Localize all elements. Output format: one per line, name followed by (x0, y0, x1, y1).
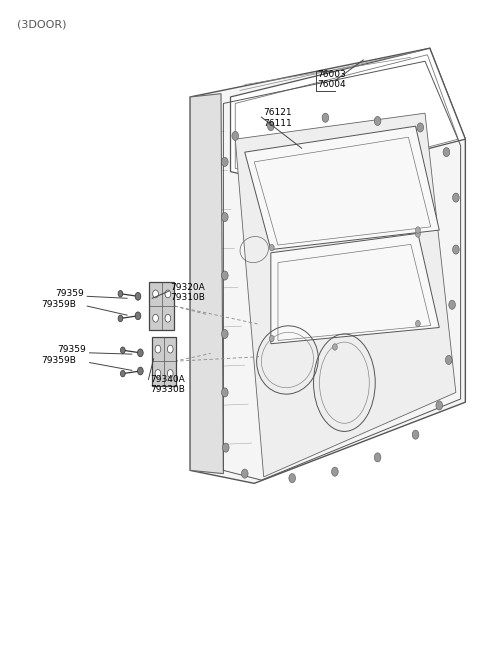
Circle shape (417, 123, 424, 132)
Circle shape (436, 401, 443, 410)
Circle shape (118, 315, 123, 322)
Circle shape (221, 271, 228, 280)
Circle shape (221, 329, 228, 339)
Circle shape (412, 430, 419, 440)
Circle shape (416, 227, 420, 233)
Circle shape (120, 370, 125, 377)
FancyBboxPatch shape (149, 282, 174, 330)
Circle shape (137, 367, 143, 375)
Circle shape (135, 292, 141, 300)
Circle shape (165, 314, 171, 322)
Polygon shape (271, 233, 439, 344)
Circle shape (453, 193, 459, 202)
Text: 79359: 79359 (55, 289, 84, 297)
Circle shape (155, 345, 161, 353)
Text: 76004: 76004 (317, 80, 346, 89)
Circle shape (221, 213, 228, 221)
Circle shape (221, 157, 228, 166)
Polygon shape (230, 48, 466, 185)
Text: 76111: 76111 (263, 119, 291, 128)
Circle shape (416, 231, 420, 237)
Circle shape (165, 290, 171, 298)
Circle shape (137, 349, 143, 357)
Circle shape (332, 467, 338, 476)
Circle shape (445, 356, 452, 365)
Polygon shape (190, 48, 466, 483)
Text: 76121: 76121 (263, 108, 291, 117)
Text: 79359B: 79359B (41, 300, 76, 309)
FancyBboxPatch shape (152, 337, 177, 386)
Circle shape (269, 244, 274, 251)
Text: 79330B: 79330B (150, 385, 185, 394)
Circle shape (449, 300, 456, 309)
Circle shape (232, 132, 239, 140)
Text: 79359: 79359 (57, 345, 86, 354)
Circle shape (289, 474, 296, 483)
Circle shape (416, 320, 420, 327)
Circle shape (155, 369, 161, 377)
Text: 79310B: 79310B (170, 293, 205, 302)
Circle shape (135, 312, 141, 320)
Circle shape (453, 245, 459, 254)
Text: 79359B: 79359B (41, 356, 76, 365)
Circle shape (374, 117, 381, 126)
Circle shape (267, 122, 274, 131)
Circle shape (168, 369, 173, 377)
Circle shape (241, 469, 248, 478)
Circle shape (333, 344, 337, 350)
Circle shape (221, 388, 228, 397)
Polygon shape (190, 94, 223, 474)
Circle shape (443, 147, 450, 157)
Text: 79320A: 79320A (170, 283, 205, 292)
Circle shape (120, 347, 125, 354)
Circle shape (153, 290, 158, 298)
Circle shape (269, 335, 274, 342)
Text: 79340A: 79340A (150, 375, 185, 384)
Text: 76003: 76003 (317, 70, 346, 79)
Polygon shape (245, 126, 439, 250)
Text: (3DOOR): (3DOOR) (17, 19, 67, 29)
Circle shape (374, 453, 381, 462)
Circle shape (118, 290, 123, 297)
Polygon shape (235, 113, 456, 477)
Circle shape (153, 314, 158, 322)
Circle shape (322, 113, 329, 122)
Circle shape (222, 443, 229, 452)
Circle shape (168, 345, 173, 353)
